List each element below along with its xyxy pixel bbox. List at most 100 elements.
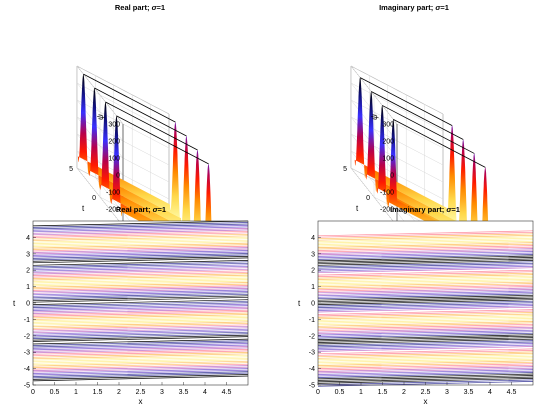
- x-tick-label: 2: [117, 389, 121, 396]
- t-tick-label: -3: [309, 350, 315, 357]
- z-tick-label: 300: [108, 122, 120, 129]
- contour-line: [32, 353, 249, 360]
- contour-line: [317, 329, 534, 336]
- contour-line: [317, 341, 534, 348]
- contour-line: [317, 378, 534, 384]
- t-tick-label: -4: [309, 366, 315, 373]
- contour-line: [32, 292, 249, 299]
- plot-title: Imaginary part; σ=1: [379, 3, 449, 12]
- wave-crest: [94, 87, 187, 137]
- contour-line: [32, 267, 249, 274]
- contour-line: [317, 323, 534, 330]
- contour-line: [317, 376, 534, 383]
- contour-line: [317, 331, 534, 337]
- contour-line: [317, 305, 534, 311]
- contour-line: [32, 236, 249, 243]
- contour-line: [32, 295, 249, 302]
- wave-crest: [83, 73, 176, 123]
- t-axis-label: t: [13, 299, 16, 308]
- contour-line: [32, 253, 249, 259]
- contour-line: [32, 325, 249, 332]
- contour-line: [317, 325, 534, 332]
- contour-line: [32, 321, 249, 328]
- x-tick-label: 0: [316, 389, 320, 396]
- contour-line: [317, 344, 534, 351]
- t-tick-label: 0: [311, 301, 315, 308]
- contour-line: [32, 318, 249, 325]
- x-tick-label: 1.5: [93, 389, 103, 396]
- contour-line: [32, 225, 249, 231]
- contour-line: [317, 264, 534, 271]
- t-tick-label: 2: [26, 268, 30, 275]
- contour-line: [32, 235, 249, 242]
- contour-line: [317, 315, 534, 321]
- contour-line: [32, 343, 249, 349]
- contour-line: [317, 245, 534, 251]
- contour-line: [32, 308, 249, 314]
- x-tick-label: 2: [402, 389, 406, 396]
- contour-line: [317, 306, 534, 313]
- x-axis-label: x: [424, 397, 428, 406]
- t-tick-labels: 4 3 2 1 0 -1 -2 -3 -4 -5: [309, 235, 321, 390]
- contour-line: [32, 346, 249, 352]
- x-tick-label: 4: [488, 389, 492, 396]
- contour-line: [317, 251, 534, 257]
- t-tick-label: 1: [311, 284, 315, 291]
- contour-line: [32, 270, 249, 276]
- contour-line: [317, 328, 534, 335]
- plot-title: Real part; σ=1: [116, 205, 166, 214]
- contour-line: [32, 369, 249, 376]
- t-axis-label: t: [298, 299, 301, 308]
- contour-line: [317, 360, 534, 366]
- contour-line: [317, 313, 534, 320]
- x-tick-label: 0.5: [335, 389, 345, 396]
- z-tick-label: -100: [106, 190, 120, 197]
- contour-line: [317, 366, 534, 372]
- contour-line: [317, 370, 534, 377]
- contour-line: [317, 354, 534, 361]
- contour-line: [32, 320, 249, 326]
- t-axis-label: t: [356, 204, 359, 213]
- real-part-contour-plot: Real part; σ=1 4 3 2 1 0 -1 -2 -3 -4 -5 0 0.5 1 1.5 2…: [13, 205, 249, 406]
- contour-line: [32, 282, 249, 288]
- x-tick-label: 3.5: [464, 389, 474, 396]
- z-tick-label: 0: [390, 173, 394, 180]
- contour-line: [32, 283, 249, 290]
- x-tick-label: 4: [203, 389, 207, 396]
- t-tick-label: -2: [24, 333, 30, 340]
- contour-line: [32, 331, 249, 338]
- wave-crest: [393, 119, 486, 168]
- contour-line: [32, 324, 249, 331]
- wave-crest: [382, 105, 475, 154]
- contour-line: [317, 252, 534, 259]
- contour-line: [32, 254, 249, 261]
- contour-line: [317, 294, 534, 301]
- contour-line: [32, 347, 249, 354]
- contour-line: [317, 242, 534, 248]
- contour-line: [32, 338, 249, 345]
- wave-crest: [116, 115, 209, 165]
- contour-line: [317, 239, 534, 245]
- contour-line: [317, 236, 534, 243]
- contour-line: [32, 242, 249, 249]
- contour-line: [317, 287, 534, 294]
- plot-title: Imaginary part; σ=1: [390, 205, 460, 214]
- contour-line: [32, 248, 249, 255]
- contour-line: [32, 276, 249, 282]
- contour-line: [32, 314, 249, 320]
- contour-line: [32, 333, 249, 339]
- z-tick-label: -200: [106, 207, 120, 214]
- t-tick-label: 2: [311, 268, 315, 275]
- x-tick-label: 1: [74, 389, 78, 396]
- x-tick-label: 4.5: [507, 389, 517, 396]
- contour-line: [317, 277, 534, 283]
- t-tick-label: 0: [366, 195, 370, 202]
- x-tick-label: 3: [160, 389, 164, 396]
- contour-line: [32, 257, 249, 264]
- contour-line: [32, 340, 249, 346]
- x-tick-label: 2.5: [421, 389, 431, 396]
- contour-line: [317, 312, 534, 318]
- contour-line: [32, 280, 249, 287]
- contour-line: [317, 262, 534, 269]
- contour-line: [317, 332, 534, 339]
